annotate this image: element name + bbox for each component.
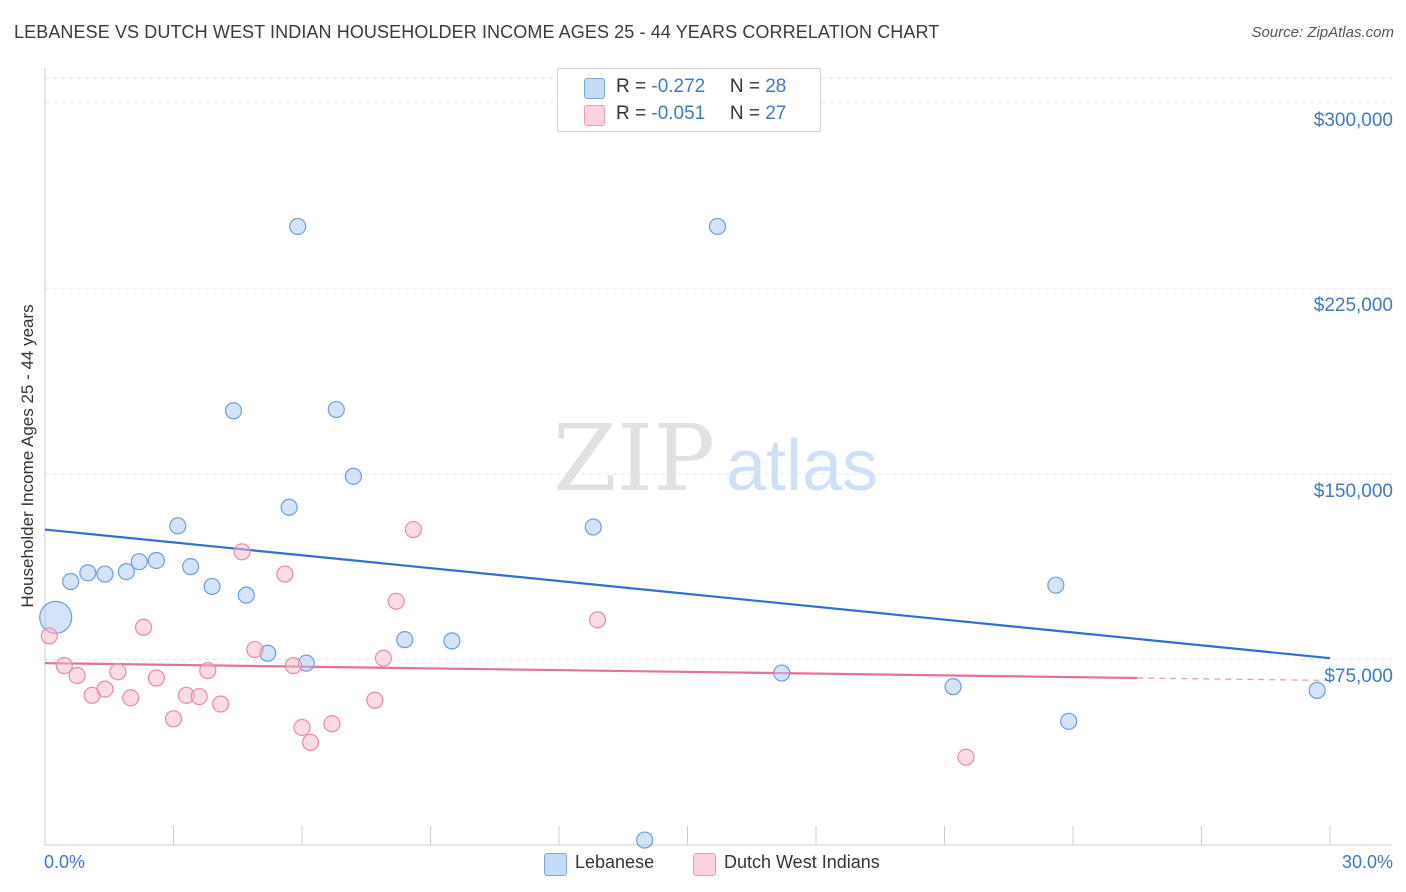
point-0-11 (237, 586, 255, 604)
point-1-16 (276, 565, 294, 583)
point-0-3 (96, 565, 114, 583)
point-1-7 (134, 618, 153, 636)
point-0-22 (708, 217, 727, 236)
point-1-12 (199, 661, 217, 680)
watermark-atlas: atlas (726, 426, 878, 506)
legend: R = -0.272 N = 28 R = -0.051 N = 27 (557, 68, 821, 132)
point-1-20 (323, 715, 341, 733)
point-0-23 (773, 664, 791, 682)
point-0-18 (396, 631, 414, 649)
point-1-22 (374, 649, 392, 667)
point-1-5 (109, 663, 127, 681)
source-label: Source: ZipAtlas.com (1251, 24, 1394, 41)
point-1-17 (284, 657, 303, 675)
legend-r-label: R = (616, 76, 652, 97)
point-0-8 (182, 558, 200, 576)
legend-n-value: 28 (765, 76, 787, 97)
point-1-13 (212, 695, 230, 713)
point-0-19 (443, 632, 461, 650)
x-tick-label-min: 0.0% (44, 852, 86, 872)
point-0-7 (169, 517, 187, 535)
bottom-legend-swatch-dutch (693, 853, 716, 876)
point-0-2 (79, 564, 97, 582)
watermark: ZIP atlas (553, 405, 878, 512)
watermark-zip: ZIP (553, 405, 715, 512)
point-0-27 (1308, 681, 1326, 699)
point-1-15 (246, 640, 264, 659)
chart-title: LEBANESE VS DUTCH WEST INDIAN HOUSEHOLDE… (14, 22, 940, 42)
point-0-26 (1060, 712, 1078, 730)
data-points (39, 217, 1326, 849)
trend-line-1 (44, 662, 1138, 680)
point-1-0 (40, 627, 58, 645)
legend-n-label: N = (729, 103, 766, 124)
point-1-2 (68, 666, 86, 685)
point-1-19 (301, 733, 320, 751)
legend-r-label: R = (616, 103, 652, 124)
point-1-23 (387, 592, 405, 610)
point-0-25 (1047, 576, 1065, 594)
legend-n-value: 27 (765, 103, 787, 124)
point-1-14 (233, 543, 251, 561)
point-0-16 (327, 400, 345, 419)
legend-r-value: -0.272 (651, 76, 706, 97)
point-0-13 (280, 498, 298, 516)
point-0-0 (39, 600, 73, 634)
point-0-1 (62, 572, 80, 591)
point-0-5 (130, 553, 148, 571)
point-0-10 (224, 402, 243, 420)
y-tick-label: $150,000 (1313, 480, 1393, 502)
point-1-1 (55, 657, 73, 675)
grid-lines (45, 77, 1392, 660)
y-tick-label: $75,000 (1324, 666, 1393, 688)
point-1-4 (96, 680, 114, 698)
point-1-8 (147, 669, 165, 687)
point-0-14 (289, 217, 307, 236)
point-0-24 (944, 678, 962, 696)
y-tick-label: $300,000 (1313, 109, 1393, 131)
point-1-24 (404, 520, 422, 539)
point-1-26 (957, 748, 975, 766)
point-0-20 (584, 518, 602, 536)
point-0-17 (344, 467, 362, 485)
legend-swatch-dutch (584, 105, 605, 126)
bottom-legend-label-lebanese: Lebanese (575, 852, 655, 872)
y-axis-label: Householder Income Ages 25 - 44 years (18, 304, 37, 608)
point-1-18 (293, 718, 311, 737)
x-tick-label-max: 30.0% (1341, 852, 1393, 872)
point-0-21 (636, 831, 654, 849)
trend-line-dashed-1 (1137, 677, 1331, 682)
point-0-9 (203, 577, 221, 596)
trend-lines (44, 528, 1331, 682)
point-1-11 (190, 687, 208, 706)
y-tick-label: $225,000 (1313, 295, 1393, 317)
axes (44, 68, 1392, 846)
point-1-9 (164, 710, 183, 728)
point-1-6 (122, 689, 140, 707)
bottom-legend-label-dutch: Dutch West Indians (724, 852, 880, 872)
point-1-21 (366, 691, 384, 709)
trend-line-0 (44, 528, 1331, 660)
legend-r-value: -0.051 (651, 103, 706, 124)
legend-swatch-lebanese (584, 78, 605, 99)
legend-n-label: N = (729, 76, 766, 97)
point-0-4 (117, 563, 135, 581)
point-1-25 (588, 611, 607, 629)
point-0-6 (147, 551, 165, 570)
bottom-legend-swatch-lebanese (544, 853, 567, 876)
